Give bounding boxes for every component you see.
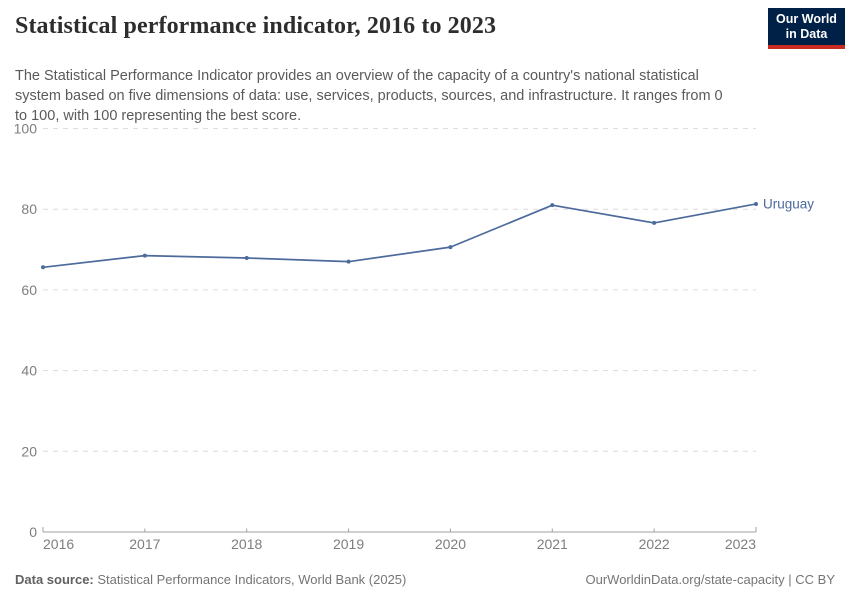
owid-logo[interactable]: Our World in Data xyxy=(768,8,845,49)
page-title: Statistical performance indicator, 2016 … xyxy=(15,13,497,39)
owid-logo-line1: Our World xyxy=(776,11,837,26)
chart-subtitle: The Statistical Performance Indicator pr… xyxy=(15,67,723,124)
x-axis-label-2019: 2019 xyxy=(333,536,364,552)
owid-logo-line2: in Data xyxy=(785,26,828,41)
x-axis-label-2017: 2017 xyxy=(129,536,160,552)
data-point-uruguay-2020 xyxy=(448,245,453,250)
x-axis-label-2022: 2022 xyxy=(639,536,670,552)
x-axis-label-2016: 2016 xyxy=(43,536,74,552)
data-source-label: Data source: xyxy=(15,572,94,587)
y-axis-tick-0: 0 xyxy=(29,524,37,540)
data-source-text: Statistical Performance Indicators, Worl… xyxy=(93,572,407,587)
y-axis-tick-60: 60 xyxy=(21,282,37,298)
data-point-uruguay-2021 xyxy=(550,203,555,208)
y-axis-tick-80: 80 xyxy=(21,201,37,217)
series-label-uruguay: Uruguay xyxy=(763,196,814,211)
data-source-note: Data source: Statistical Performance Ind… xyxy=(15,572,406,587)
credit-link[interactable]: OurWorldinData.org/state-capacity | CC B… xyxy=(585,572,835,587)
data-point-uruguay-2019 xyxy=(346,259,351,264)
x-axis-label-2021: 2021 xyxy=(537,536,568,552)
data-point-uruguay-2017 xyxy=(142,253,147,258)
data-point-uruguay-2016 xyxy=(41,265,45,270)
data-point-uruguay-2023 xyxy=(754,201,758,206)
y-axis-tick-40: 40 xyxy=(21,363,37,379)
x-axis-label-2018: 2018 xyxy=(231,536,262,552)
x-axis-label-2020: 2020 xyxy=(435,536,466,552)
y-axis-tick-100: 100 xyxy=(14,121,38,137)
chart-footer: Data source: Statistical Performance Ind… xyxy=(15,572,835,587)
x-axis-label-2023: 2023 xyxy=(725,536,756,552)
data-point-uruguay-2022 xyxy=(652,220,657,225)
data-point-uruguay-2018 xyxy=(244,256,249,261)
series-line-uruguay xyxy=(42,203,757,269)
y-axis-tick-20: 20 xyxy=(21,443,37,459)
